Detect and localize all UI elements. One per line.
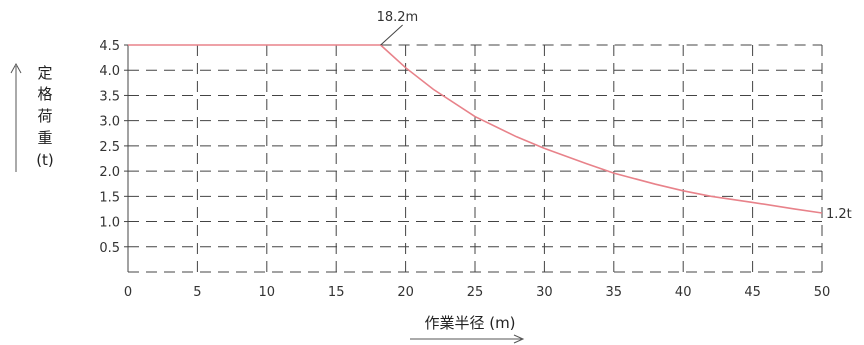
y-axis-label-char-1: 定 [37,64,52,82]
y-tick-label-4: 4.0 [99,64,120,79]
x-axis-arrow-head [513,334,525,344]
y-tick-label-1: 1.0 [99,216,120,231]
y-axis-label-char-2: 格 [37,85,52,103]
x-tick-label-30: 30 [536,285,553,300]
y-tick-label-4.5: 4.5 [99,39,120,54]
y-tick-label-3.5: 3.5 [99,89,120,104]
axes [124,44,822,273]
y-axis-label-char-3: 荷 [37,107,52,125]
series-group [128,44,823,214]
y-tick-label-0.5: 0.5 [99,241,120,256]
x-axis-label-text: 作業半径 (m) [424,314,515,332]
x-tick-label-35: 35 [606,285,623,300]
y-axis-arrow-head [10,62,22,74]
annotation-leader-18.2m [380,24,403,46]
y-tick-labels: 0.5 1.0 1.5 2.0 2.5 3.0 3.5 4.0 4.5 [99,39,120,256]
x-axis-label: 作業半径 (m) [410,314,525,344]
y-axis-label: 定 格 荷 重 (t) [10,62,54,172]
annotation-1.2t: 1.2t [826,207,852,222]
x-tick-label-0: 0 [124,285,132,300]
x-tick-label-40: 40 [675,285,692,300]
x-tick-label-10: 10 [259,285,276,300]
y-tick-label-3: 3.0 [99,115,120,130]
grid [128,44,823,272]
y-axis-label-char-5: (t) [36,151,54,169]
annotation-18.2m: 18.2m [377,10,419,25]
x-tick-label-45: 45 [744,285,761,300]
y-tick-label-1.5: 1.5 [99,190,120,205]
x-tick-label-5: 5 [193,285,201,300]
x-tick-label-25: 25 [467,285,484,300]
annotations: 18.2m 1.2t [377,10,852,222]
y-tick-label-2: 2.0 [99,165,120,180]
rated-load-curve [128,44,823,214]
x-tick-label-50: 50 [814,285,831,300]
y-tick-label-2.5: 2.5 [99,140,120,155]
x-tick-labels: 0 5 10 15 20 25 30 35 40 45 50 [124,285,830,300]
x-tick-label-20: 20 [397,285,414,300]
x-tick-label-15: 15 [328,285,345,300]
y-axis-label-char-4: 重 [37,129,52,147]
